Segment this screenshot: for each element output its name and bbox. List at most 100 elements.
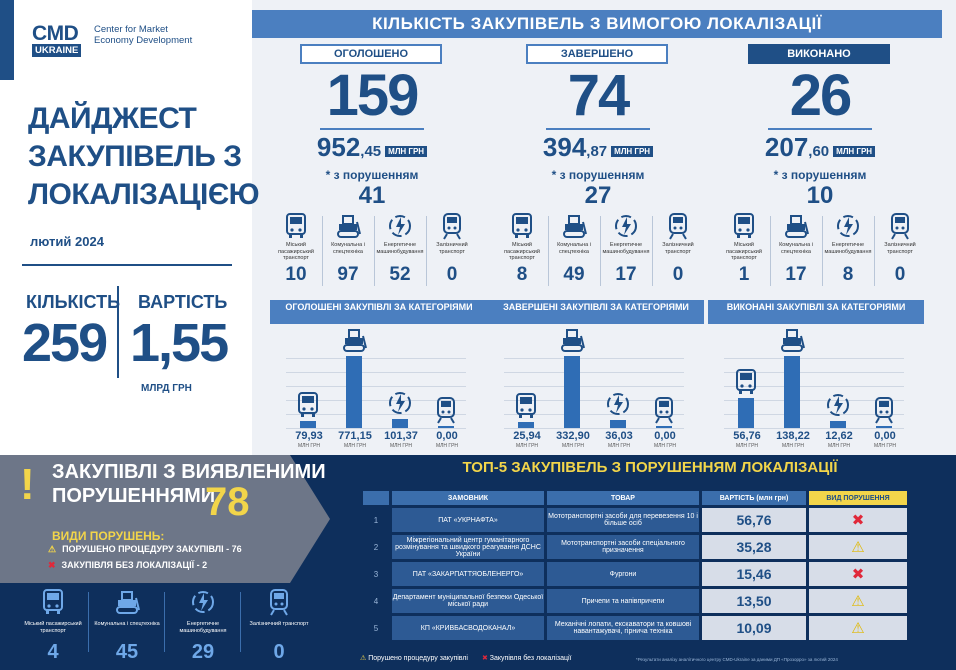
category-count: 52: [389, 264, 411, 285]
violations-count: 10: [806, 182, 834, 209]
chart-bar: [610, 420, 626, 428]
category-stat: Комунальна і спецтехніка 97: [322, 212, 374, 292]
bar-unit: МЛН ГРН: [781, 443, 805, 449]
chart-bar: [830, 421, 846, 428]
energy-icon: [613, 212, 639, 240]
row-type: ⚠: [809, 535, 907, 559]
band-label: ЗАВЕРШЕНІ ЗАКУПІВЛІ ЗА КАТЕГОРІЯМИ: [503, 302, 689, 312]
value-value: 1,55: [130, 313, 229, 373]
stat-tag: ЗАВЕРШЕНО: [526, 44, 668, 64]
row-customer: Міжрегіональний центр гуманітарного розм…: [392, 535, 544, 559]
category-count: 17: [785, 264, 807, 285]
bar-unit: МЛН ГРН: [653, 443, 677, 449]
stat-column: ОГОЛОШЕНО 159 952,45 МЛН ГРН * з порушенн…: [262, 44, 482, 444]
category-label: Енергетичне машинобудування: [376, 242, 424, 255]
energy-icon: [825, 391, 851, 424]
train-icon: [651, 396, 677, 429]
energy-icon: [835, 212, 861, 240]
left-panel: [0, 0, 252, 455]
category-stat: Залізничний транспорт 0: [426, 212, 478, 292]
row-product: Мототранспортні засоби для перевезення 1…: [547, 508, 699, 532]
violations-total: 78: [205, 480, 250, 524]
gridline: [504, 386, 684, 387]
category-label: Міський пасажирський транспорт: [726, 242, 762, 261]
bar-unit: МЛН ГРН: [297, 443, 321, 449]
category-label: Комунальна і спецтехніка: [779, 242, 813, 255]
bar-unit: МЛН ГРН: [735, 443, 759, 449]
energy-icon: [387, 389, 413, 422]
divider: [546, 128, 650, 130]
category-chart: 25,94 МЛН ГРН 332,90 МЛН ГРН 36,03 МЛН ГРН 0,0…: [488, 324, 704, 454]
count-label: КІЛЬКІСТЬ: [26, 292, 121, 312]
legend: ⚠ Порушено процедуру закупівлі ✖ Закупів…: [360, 654, 572, 662]
row-value: 13,50: [702, 589, 806, 613]
logo-cmd: CMD: [32, 22, 79, 45]
warning-icon: ⚠: [48, 544, 57, 554]
bus-icon: [731, 212, 757, 240]
divider: [652, 216, 653, 286]
digest-month: лютий 2024: [30, 234, 104, 249]
stat-tag: ОГОЛОШЕНО: [300, 44, 442, 64]
bar-unit: МЛН ГРН: [515, 443, 539, 449]
gridline: [286, 428, 466, 429]
bar-value: 0,00: [436, 430, 458, 442]
bar-value: 101,37: [384, 430, 418, 442]
header-customer: ЗАМОВНИК: [392, 491, 544, 505]
divider: [770, 216, 771, 286]
category-count: 4: [47, 641, 59, 663]
category-count: 17: [615, 264, 637, 285]
row-type: ✖: [809, 508, 907, 532]
header-value: ВАРТІСТЬ (млн грн): [702, 491, 806, 505]
warning-icon: ⚠: [851, 620, 865, 637]
value-unit: МЛРД ГРН: [141, 383, 192, 394]
exclamation-icon: !: [20, 460, 35, 509]
chart-bar: [876, 426, 892, 428]
bus-icon: [733, 368, 759, 401]
category-count: 49: [563, 264, 585, 285]
category-label: Комунальна і спецтехніка: [557, 242, 591, 255]
violation-type-procedure: ⚠ ПОРУШЕНО ПРОЦЕДУРУ ЗАКУПІВЛІ - 76: [48, 544, 242, 555]
violation-type-no-localization: ✖ ЗАКУПІВЛЯ БЕЗ ЛОКАЛІЗАЦІЇ - 2: [48, 560, 207, 571]
row-customer: ПАТ «ЗАКАРПАТТЯОБЛЕНЕРГО»: [392, 562, 544, 586]
row-value: 10,09: [702, 616, 806, 640]
chart-bar: [656, 426, 672, 428]
violations-count: 41: [358, 182, 386, 209]
category-label: Залізничний транспорт: [884, 242, 916, 255]
bar-value: 771,15: [338, 430, 372, 442]
bar-value: 0,00: [874, 430, 896, 442]
warning-icon: ⚠: [360, 655, 367, 662]
chart-bar: [784, 356, 800, 428]
amount-unit: МЛН ГРН: [611, 146, 654, 158]
cross-icon: ✖: [851, 566, 865, 583]
table-row: 4 Департамент муніципальної безпеки Одес…: [363, 589, 907, 613]
bar-unit: МЛН ГРН: [561, 443, 585, 449]
bar-value: 138,22: [776, 430, 810, 442]
row-product: Механічні лопати, екскаватори та ковшові…: [547, 616, 699, 640]
stat-column: ЗАВЕРШЕНО 74 394,87 МЛН ГРН * з порушення…: [488, 44, 708, 444]
row-customer: КП «КРИВБАСВОДОКАНАЛ»: [392, 616, 544, 640]
violations-label: * з порушенням: [773, 168, 867, 182]
table-row: 3 ПАТ «ЗАКАРПАТТЯОБЛЕНЕРГО» Фургони 15,4…: [363, 562, 907, 586]
train-icon: [433, 396, 459, 429]
row-value: 15,46: [702, 562, 806, 586]
violation-category: Залізничний транспорт 0: [244, 588, 314, 664]
row-type: ⚠: [809, 616, 907, 640]
category-stat: Комунальна і спецтехніка 17: [770, 212, 822, 292]
category-count: 8: [516, 264, 528, 285]
category-chart: 79,93 МЛН ГРН 771,15 МЛН ГРН 101,37 МЛН ГРН 0,…: [270, 324, 486, 454]
stat-count: 74: [567, 63, 631, 128]
warning-icon: ⚠: [851, 593, 865, 610]
gridline: [286, 414, 466, 415]
section-header: КІЛЬКІСТЬ ЗАКУПІВЕЛЬ З ВИМОГОЮ ЛОКАЛІЗАЦ…: [252, 10, 942, 38]
digest-title: ДАЙДЖЕСТ ЗАКУПІВЕЛЬ З ЛОКАЛІЗАЦІЄЮ: [28, 102, 260, 211]
chart-bar: [518, 422, 534, 428]
amount-int: 207: [764, 132, 809, 162]
energy-icon: [387, 212, 413, 240]
legend-nolocal: Закупівля без локалізації: [489, 655, 572, 662]
violation-types-heading: ВИДИ ПОРУШЕНЬ:: [52, 529, 165, 543]
gridline: [286, 358, 466, 359]
category-stat: Міський пасажирський транспорт 1: [718, 212, 770, 292]
amount-dec: ,45: [360, 143, 382, 160]
category-count: 29: [191, 641, 215, 663]
divider: [117, 286, 119, 378]
